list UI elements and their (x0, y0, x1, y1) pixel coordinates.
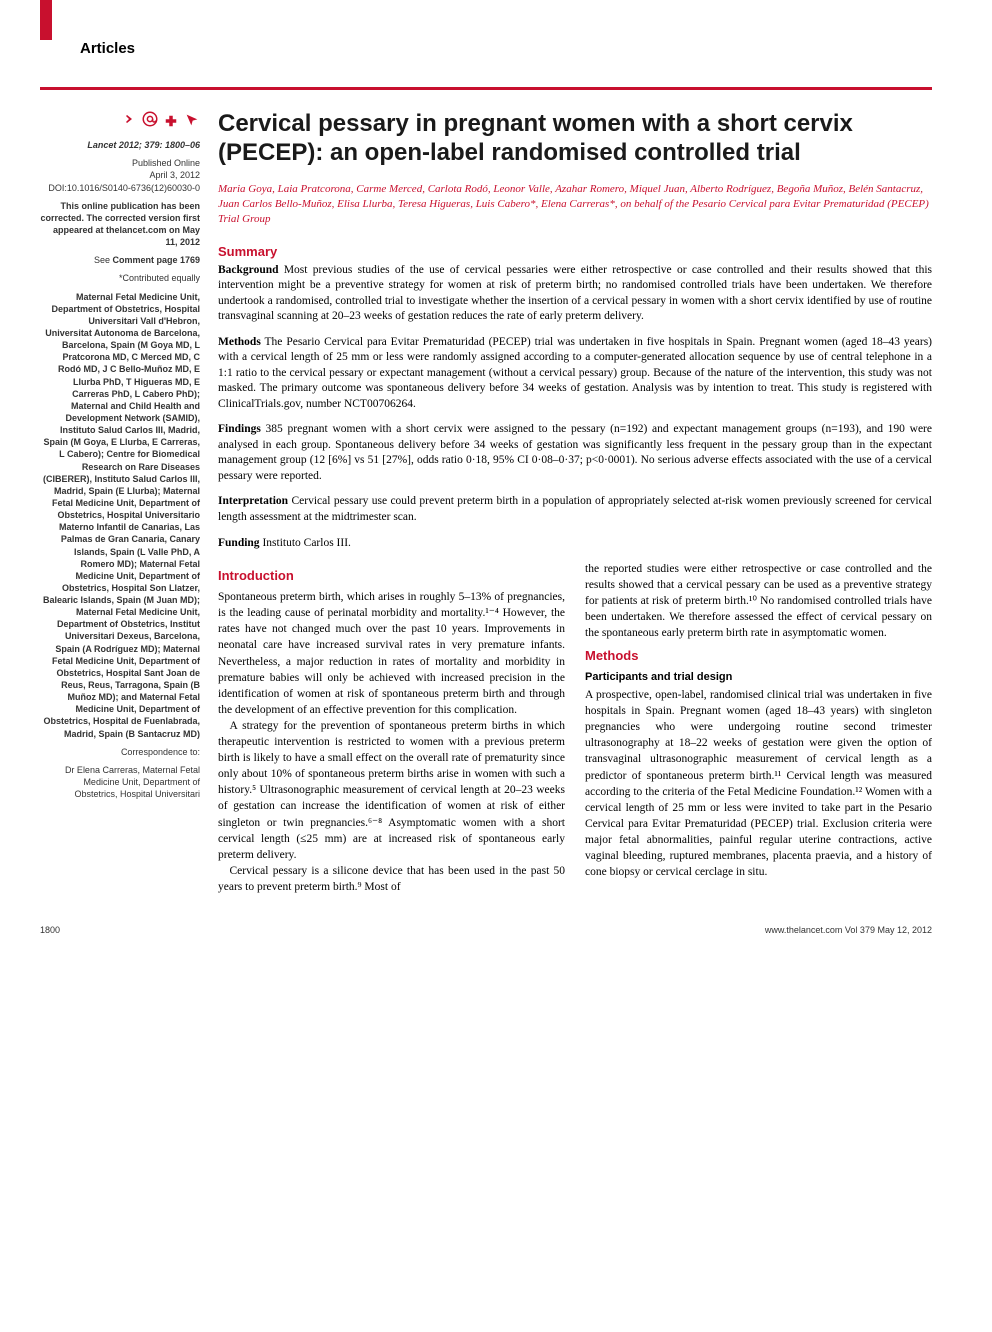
published-online: Published Online April 3, 2012 DOI:10.10… (40, 157, 200, 193)
arrow-right-icon (117, 110, 135, 128)
interpretation-label: Interpretation (218, 495, 288, 507)
findings-text: 385 pregnant women with a short cervix w… (218, 423, 932, 482)
introduction-heading: Introduction (218, 567, 565, 585)
col2-p2: A prospective, open-label, randomised cl… (585, 687, 932, 880)
see-comment: See Comment page 1769 (40, 254, 200, 266)
red-horizontal-rule (40, 87, 932, 90)
interpretation-text: Cervical pessary use could prevent prete… (218, 495, 932, 523)
body-columns: Introduction Spontaneous preterm birth, … (218, 561, 932, 895)
pub-online-label: Published Online (132, 158, 200, 168)
correction-notice: This online publication has been correct… (40, 200, 200, 249)
section-label: Articles (80, 40, 932, 57)
funding-label: Funding (218, 537, 260, 549)
column-right: the reported studies were either retrosp… (585, 561, 932, 895)
pub-online-date: April 3, 2012 (149, 170, 200, 180)
equal-contrib: *Contributed equally (40, 272, 200, 284)
background-label: Background (218, 264, 279, 276)
funding-text: Instituto Carlos III. (262, 537, 350, 549)
sidebar-meta: Lancet 2012; 379: 1800–06 Published Onli… (40, 110, 200, 895)
column-left: Introduction Spontaneous preterm birth, … (218, 561, 565, 895)
summary-heading: Summary (218, 244, 932, 259)
pointer-icon (184, 112, 200, 128)
footer-source: www.thelancet.com Vol 379 May 12, 2012 (765, 925, 932, 935)
red-corner-tab (40, 0, 52, 40)
intro-p2: A strategy for the prevention of spontan… (218, 718, 565, 863)
author-list: Maria Goya, Laia Pratcorona, Carme Merce… (218, 182, 932, 228)
methods-heading: Methods (585, 647, 932, 665)
page-number: 1800 (40, 925, 60, 935)
methods-label: Methods (218, 336, 261, 348)
abstract-findings: Findings 385 pregnant women with a short… (218, 422, 932, 484)
correspondence: Dr Elena Carreras, Maternal Fetal Medici… (40, 764, 200, 800)
abstract-funding: Funding Instituto Carlos III. (218, 536, 932, 552)
abstract-background: Background Most previous studies of the … (218, 263, 932, 325)
see-comment-text: Comment page 1769 (112, 255, 200, 265)
citation: Lancet 2012; 379: 1800–06 (40, 139, 200, 151)
doi: DOI:10.1016/S0140-6736(12)60030-0 (48, 183, 200, 193)
article-type-icons (40, 110, 200, 131)
article-title: Cervical pessary in pregnant women with … (218, 110, 932, 168)
page-footer: 1800 www.thelancet.com Vol 379 May 12, 2… (40, 925, 932, 935)
at-symbol-icon (141, 110, 159, 128)
correspondence-label: Correspondence to: (40, 746, 200, 758)
col2-p1: the reported studies were either retrosp… (585, 561, 932, 641)
background-text: Most previous studies of the use of cerv… (218, 264, 932, 323)
cross-medical-icon (164, 114, 178, 128)
affiliations: Maternal Fetal Medicine Unit, Department… (40, 291, 200, 740)
abstract-methods: Methods The Pesario Cervical para Evitar… (218, 335, 932, 413)
methods-text: The Pesario Cervical para Evitar Prematu… (218, 336, 932, 410)
abstract-interpretation: Interpretation Cervical pessary use coul… (218, 494, 932, 525)
findings-label: Findings (218, 423, 261, 435)
article-main: Cervical pessary in pregnant women with … (218, 110, 932, 895)
participants-subheading: Participants and trial design (585, 670, 932, 685)
intro-p3: Cervical pessary is a silicone device th… (218, 863, 565, 895)
intro-p1: Spontaneous preterm birth, which arises … (218, 589, 565, 718)
